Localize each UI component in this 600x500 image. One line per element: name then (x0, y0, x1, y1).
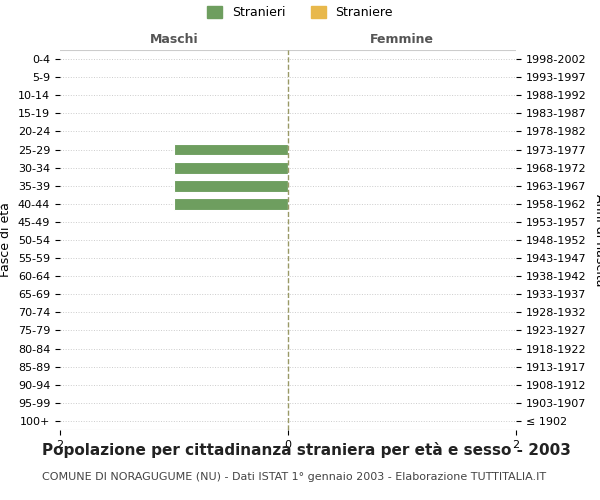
Text: Popolazione per cittadinanza straniera per età e sesso - 2003: Popolazione per cittadinanza straniera p… (42, 442, 571, 458)
Text: Femmine: Femmine (370, 34, 434, 46)
Text: Maschi: Maschi (149, 34, 199, 46)
Y-axis label: Anni di nascita: Anni di nascita (593, 194, 600, 286)
Bar (174, 144, 288, 156)
Bar (174, 162, 288, 173)
Legend: Stranieri, Straniere: Stranieri, Straniere (207, 6, 393, 19)
Bar (174, 180, 288, 192)
Bar (174, 198, 288, 209)
Text: COMUNE DI NORAGUGUME (NU) - Dati ISTAT 1° gennaio 2003 - Elaborazione TUTTITALIA: COMUNE DI NORAGUGUME (NU) - Dati ISTAT 1… (42, 472, 546, 482)
Y-axis label: Fasce di età: Fasce di età (0, 202, 13, 278)
